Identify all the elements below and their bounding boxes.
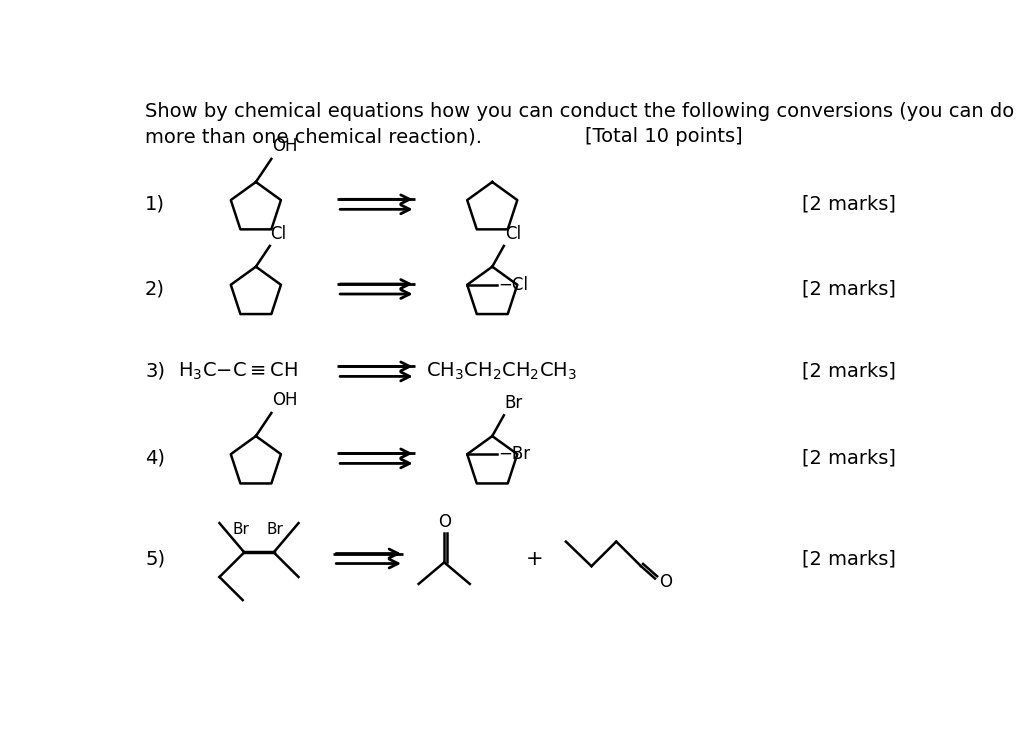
- Text: 3): 3): [145, 362, 165, 381]
- Text: O: O: [438, 513, 452, 531]
- Text: [2 marks]: [2 marks]: [802, 549, 896, 568]
- Text: Cl: Cl: [505, 225, 521, 242]
- Text: −Cl: −Cl: [499, 276, 528, 294]
- Text: 5): 5): [145, 549, 165, 568]
- Text: O: O: [658, 572, 672, 590]
- Text: Br: Br: [505, 395, 523, 412]
- Text: OH: OH: [272, 391, 298, 409]
- Text: H$_3$C$-$C$\equiv$CH: H$_3$C$-$C$\equiv$CH: [178, 361, 298, 382]
- Text: +: +: [526, 548, 544, 569]
- Text: Show by chemical equations how you can conduct the following conversions (you ca: Show by chemical equations how you can c…: [145, 102, 1015, 121]
- Text: 4): 4): [145, 449, 165, 468]
- Text: more than one chemical reaction).: more than one chemical reaction).: [145, 127, 482, 146]
- Text: 2): 2): [145, 279, 165, 298]
- Text: [2 marks]: [2 marks]: [802, 449, 896, 468]
- Text: CH$_3$CH$_2$CH$_2$CH$_3$: CH$_3$CH$_2$CH$_2$CH$_3$: [426, 361, 578, 382]
- Text: [2 marks]: [2 marks]: [802, 362, 896, 381]
- Text: 1): 1): [145, 195, 165, 214]
- Text: −Br: −Br: [499, 445, 530, 463]
- Text: [Total 10 points]: [Total 10 points]: [586, 127, 742, 146]
- Text: [2 marks]: [2 marks]: [802, 279, 896, 298]
- Text: Br: Br: [267, 522, 284, 537]
- Text: [2 marks]: [2 marks]: [802, 195, 896, 214]
- Text: Br: Br: [232, 522, 250, 537]
- Text: Cl: Cl: [270, 225, 287, 242]
- Text: OH: OH: [272, 137, 298, 155]
